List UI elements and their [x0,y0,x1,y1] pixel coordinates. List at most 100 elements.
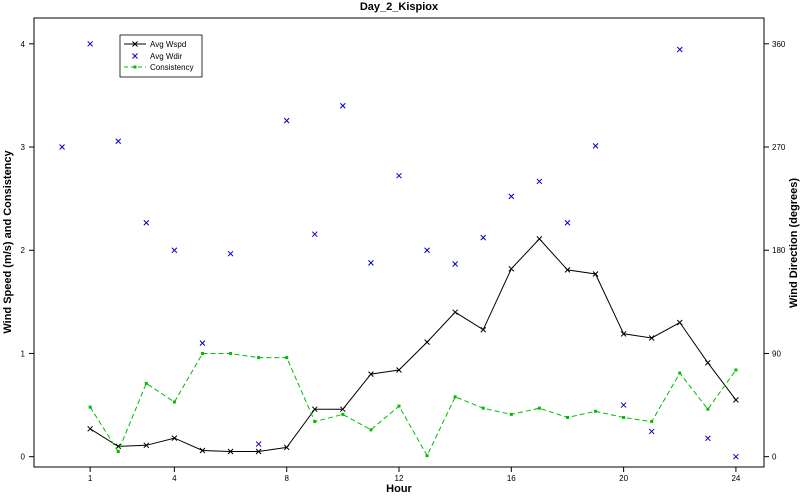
y-left-tick-label: 4 [21,40,26,49]
avg-wspd-point [620,330,627,337]
avg-wdir-point [733,453,739,460]
avg-wspd-point [143,442,150,449]
avg-wdir-point [339,102,346,109]
avg-wspd-point [227,448,234,455]
avg-wspd-point [676,319,683,326]
avg-wdir-point [59,144,65,150]
x-tick-label: 4 [172,474,177,483]
avg-wspd-point [87,425,94,432]
consistency-point [397,404,401,408]
consistency-point [313,420,317,424]
x-tick-label: 8 [284,474,289,483]
avg-wdir-point [704,435,711,442]
x-tick-label: 16 [507,474,516,483]
y-right-tick-label: 180 [772,246,786,255]
avg-wspd-point [199,447,206,454]
avg-wdir-point [536,178,543,185]
legend-wdir-marker [132,53,138,59]
consistency-point [453,395,457,399]
avg-wdir-point [396,172,402,179]
avg-wspd-point [564,266,571,273]
consistency-point [257,356,261,360]
avg-wspd-point [424,339,430,345]
avg-wdir-point [592,143,599,149]
y-right-tick-label: 90 [772,349,781,358]
avg-wdir-point [676,46,683,53]
legend-wspd-label: Avg Wspd [150,40,186,49]
avg-wdir-point [648,428,655,435]
y-right-tick-label: 270 [772,143,786,152]
avg-wspd-point [171,435,178,441]
consistency-point [678,371,682,375]
consistency-point [285,356,289,360]
consistency-point [509,412,513,416]
y-left-tick-label: 1 [21,349,26,358]
avg-wdir-point [564,219,571,226]
avg-wspd-point [648,335,655,341]
consistency-point [144,381,148,385]
avg-wspd-point [311,406,318,413]
x-tick-label: 20 [619,474,628,483]
consistency-point [229,351,233,355]
x-tick-label: 1 [88,474,93,483]
consistency-point [172,400,176,404]
y-left-tick-label: 3 [21,143,26,152]
legend-wspd-marker [132,41,138,47]
x-tick-label: 24 [731,474,740,483]
avg-wspd-point [592,271,599,277]
legend-consistency-marker [133,65,137,69]
plot-frame [33,17,765,468]
y-left-tick-label: 0 [21,453,26,462]
avg-wdir-point [171,247,178,254]
consistency-point [706,407,710,411]
avg-wdir-point [508,193,515,200]
avg-wdir-point [143,219,150,226]
consistency-point [425,454,429,458]
avg-wdir-point [480,234,487,241]
legend-wdir-label: Avg Wdir [150,52,183,61]
avg-wspd-point [704,359,711,366]
consistency-line [89,353,737,457]
avg-wdir-point [368,260,374,266]
avg-wspd-point [536,236,543,242]
consistency-point [622,415,626,419]
avg-wdir-point [620,402,627,408]
avg-wspd-point [339,406,346,413]
avg-wspd-point [283,444,290,451]
consistency-point [481,406,485,410]
y-right-tick-label: 0 [772,453,777,462]
x-tick-label: 12 [395,474,404,483]
consistency-point [594,409,598,413]
avg-wdir-point [227,250,234,257]
avg-wdir-point [115,138,122,145]
legend-consistency-label: Consistency [150,63,194,72]
avg-wspd-line [89,238,737,452]
avg-wspd-point [452,309,459,316]
x-axis-title: Hour [386,483,412,495]
avg-wdir-point [283,117,290,124]
avg-wspd-point [733,397,739,403]
consistency-point [565,415,569,419]
consistency-point [200,351,204,355]
avg-wspd-point [396,367,402,373]
y-right-tick-label: 360 [772,40,786,49]
avg-wdir-point [424,247,430,254]
y-left-tick-label: 2 [21,246,26,255]
consistency-point [341,412,345,416]
avg-wdir-point [255,441,262,447]
legend: Avg Wspd Avg Wdir Consistency [119,34,203,78]
avg-wdir-point [199,340,206,346]
avg-wdir-point [311,231,318,238]
avg-wspd-point [508,265,515,272]
consistency-point [116,450,120,454]
chart-title: Day_2_Kispiox [360,1,439,13]
consistency-point [650,420,654,424]
y-axis-left-title: Wind Speed (m/s) and Consistency [2,149,14,333]
avg-wspd-point [368,371,374,377]
y-axis-right-title: Wind Direction (degrees) [788,178,800,308]
series-layer [59,40,739,460]
consistency-point [369,428,373,432]
consistency-point [734,368,738,372]
